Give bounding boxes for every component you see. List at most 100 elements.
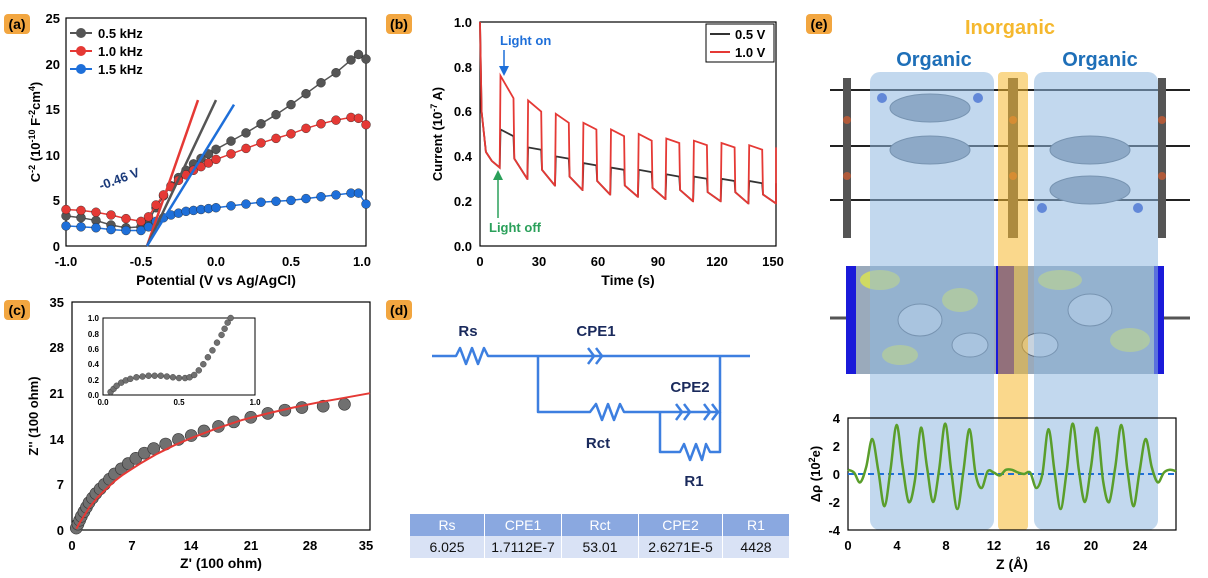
light-off-arrow-head xyxy=(493,170,503,180)
inset-xtick: 1.0 xyxy=(249,398,261,407)
halide-atom xyxy=(843,116,851,124)
panel-e-y-ticks: -4 -2 0 2 4 xyxy=(828,411,840,538)
panel-b-badge xyxy=(386,14,412,34)
panel-e-ytick: -4 xyxy=(828,523,840,538)
panel-a-badge xyxy=(4,14,30,34)
r1-branch-wire xyxy=(658,412,722,462)
panel-a-xtick: -1.0 xyxy=(55,254,77,269)
panel-a-xtick: 0.0 xyxy=(207,254,225,269)
panel-c-xlabel: Z' (100 ohm) xyxy=(180,555,262,571)
panel-c-xtick: 7 xyxy=(128,538,135,553)
panel-a-point xyxy=(91,223,101,233)
panel-c-inset-point xyxy=(218,331,225,339)
inorganic-column-right xyxy=(1158,78,1166,238)
inorganic-label: Inorganic xyxy=(965,17,1055,39)
panel-a-fit-line xyxy=(145,99,200,247)
panel-a: (a) 0 5 10 15 20 25 -1.0 -0.5 0.0 0.5 1.… xyxy=(4,11,371,288)
panel-a-point xyxy=(316,192,326,202)
panel-e-ylabel: Δρ (102e) xyxy=(807,446,823,502)
panel-c-ytick: 0 xyxy=(57,523,64,538)
panel-a-point xyxy=(61,204,71,215)
panel-c-inset-point xyxy=(151,372,158,379)
panel-a-xlabel: Potential (V vs Ag/AgCl) xyxy=(136,272,296,288)
panel-e-xtick: 24 xyxy=(1133,538,1148,553)
panel-c-ytick: 35 xyxy=(50,295,64,310)
panel-b-xtick: 90 xyxy=(651,254,665,269)
panel-b: (b) 0.0 0.2 0.4 0.6 0.8 1.0 0 30 60 90 1… xyxy=(386,14,784,288)
panel-c-inset-point xyxy=(127,375,134,383)
panel-a-point xyxy=(226,201,236,211)
panel-b-x-ticks: 0 30 60 90 120 150 xyxy=(476,254,783,269)
panel-e-xlabel: Z (Å) xyxy=(996,556,1028,572)
panel-c-inset-point xyxy=(213,339,221,346)
panel-e-ytick: 0 xyxy=(833,467,840,482)
cpe2-element xyxy=(675,403,692,421)
panel-a-label: (a) xyxy=(8,16,25,32)
inset-xtick: 0.5 xyxy=(173,398,185,407)
panel-a-point xyxy=(241,199,251,209)
panel-b-legend-box xyxy=(705,23,775,63)
panel-a-point xyxy=(353,188,364,198)
legend-marker-1-0khz xyxy=(76,46,86,56)
panel-c-inset-point xyxy=(163,373,171,380)
panel-c-inset-point xyxy=(195,367,202,374)
fit-table-cell: 1.7112E-7 xyxy=(484,536,562,558)
panel-a-point xyxy=(316,119,326,129)
panel-e-xtick: 16 xyxy=(1036,538,1050,553)
panel-b-label: (b) xyxy=(390,16,408,32)
fit-table-header: Rs xyxy=(410,514,485,536)
panel-a-point xyxy=(301,123,311,134)
panel-c-inset-x-ticks: 0.0 0.5 1.0 xyxy=(97,398,261,407)
rct-branch-wire xyxy=(536,356,722,422)
panel-e-xtick: 4 xyxy=(893,538,901,553)
panel-a-point xyxy=(301,88,311,99)
panel-a-ytick: 25 xyxy=(46,11,60,26)
organic-band-right xyxy=(1034,72,1158,530)
panel-a-point xyxy=(211,202,221,213)
panel-c-ylabel: Z'' (100 ohm) xyxy=(26,376,41,455)
panel-b-legend: 0.5 V 1.0 V xyxy=(705,23,775,63)
fit-table-header: R1 xyxy=(722,514,790,536)
panel-b-ylabel: Current (10-7 A) xyxy=(429,87,445,181)
panel-c-badge xyxy=(4,300,30,320)
organic-band-left xyxy=(870,72,994,530)
panel-c-inset-point xyxy=(145,372,152,379)
panel-c-xtick: 21 xyxy=(244,538,258,553)
panel-a-point xyxy=(106,210,116,220)
panel-c-y-ticks: 0 7 14 21 28 35 xyxy=(50,295,65,538)
panel-a-plot xyxy=(61,49,371,247)
fit-table-cell: 2.6271E-5 xyxy=(638,536,723,558)
panel-a-point xyxy=(143,212,154,222)
panel-a-point xyxy=(346,55,356,65)
panel-c-inset-point xyxy=(200,361,207,368)
panel-e-ytick: -2 xyxy=(828,495,840,510)
panel-a-point xyxy=(256,197,266,207)
panel-a-xtick: 1.0 xyxy=(353,254,371,269)
panel-a-ylabel: C-2 (10-10 F-2cm4) xyxy=(27,82,43,183)
panel-c-ytick: 28 xyxy=(50,340,64,355)
panel-c-point xyxy=(316,399,330,413)
panel-a-ytick: 5 xyxy=(53,193,60,208)
panel-b-xtick: 30 xyxy=(532,254,546,269)
inset-ytick: 0.6 xyxy=(88,345,100,354)
panel-a-fit-line xyxy=(145,103,236,247)
panel-a-point xyxy=(301,193,311,204)
panel-c-inset-point xyxy=(133,374,140,381)
isosurface-edge-right xyxy=(1154,266,1164,374)
fit-parameter-table: Rs CPE1 Rct CPE2 R1 6.025 1.7112E-7 53.0… xyxy=(410,514,790,558)
panel-a-point xyxy=(256,119,266,129)
panel-a-point xyxy=(361,54,371,64)
panel-a-point xyxy=(353,113,364,124)
panel-a-fit-line xyxy=(145,99,218,247)
inorganic-band xyxy=(998,72,1028,530)
panel-a-annotation: -0.46 V xyxy=(97,164,142,193)
fit-table-cell: 6.025 xyxy=(410,536,485,558)
light-on-arrow-head xyxy=(499,66,509,76)
panel-a-point xyxy=(106,224,116,235)
panel-a-point xyxy=(136,225,146,236)
panel-b-frame xyxy=(479,21,777,247)
panel-a-point xyxy=(256,138,266,148)
panel-b-ytick: 0.2 xyxy=(454,194,472,209)
inset-ytick: 0.8 xyxy=(88,330,100,339)
